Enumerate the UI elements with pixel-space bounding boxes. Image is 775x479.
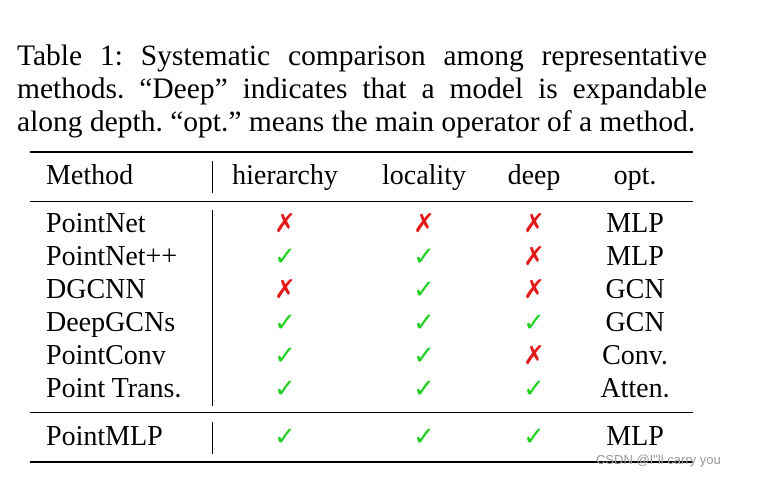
check-icon: ✓ xyxy=(274,242,296,272)
check-icon: ✓ xyxy=(523,374,545,404)
body-divider xyxy=(212,210,213,406)
cross-icon: ✗ xyxy=(523,275,545,305)
cross-icon: ✗ xyxy=(523,341,545,371)
column-header-locality: locality xyxy=(382,160,466,191)
header-divider xyxy=(212,161,213,193)
check-icon: ✓ xyxy=(274,374,296,404)
check-icon: ✓ xyxy=(274,422,296,452)
table-row-method: PointConv xyxy=(46,340,166,371)
table-row-operator: Atten. xyxy=(600,373,670,404)
check-icon: ✓ xyxy=(523,308,545,338)
check-icon: ✓ xyxy=(274,341,296,371)
cross-icon: ✗ xyxy=(413,209,435,239)
final-row-operator: MLP xyxy=(606,421,664,452)
table-row-method: DeepGCNs xyxy=(46,307,176,338)
cross-icon: ✗ xyxy=(523,209,545,239)
final-row-method: PointMLP xyxy=(46,421,163,452)
check-icon: ✓ xyxy=(523,422,545,452)
column-header-hierarchy: hierarchy xyxy=(232,160,338,191)
cross-icon: ✗ xyxy=(274,275,296,305)
check-icon: ✓ xyxy=(413,242,435,272)
table-row-operator: MLP xyxy=(606,208,664,239)
bottom-rule xyxy=(30,461,693,463)
mid-rule xyxy=(30,412,693,413)
cross-icon: ✗ xyxy=(523,242,545,272)
column-header-opt: opt. xyxy=(613,160,657,191)
cross-icon: ✗ xyxy=(274,209,296,239)
table-row-operator: MLP xyxy=(606,241,664,272)
final-row-divider xyxy=(212,422,213,454)
watermark: CSDN @I"ll carry you xyxy=(596,452,721,467)
check-icon: ✓ xyxy=(413,308,435,338)
table-row-method: PointNet++ xyxy=(46,241,178,272)
column-header-deep: deep xyxy=(507,160,561,191)
top-rule xyxy=(30,151,693,153)
table-row-operator: GCN xyxy=(605,274,665,305)
check-icon: ✓ xyxy=(413,275,435,305)
table-row-operator: Conv. xyxy=(602,340,668,371)
table-row-operator: GCN xyxy=(605,307,665,338)
check-icon: ✓ xyxy=(413,341,435,371)
table-caption: Table 1: Systematic comparison among rep… xyxy=(17,40,707,138)
check-icon: ✓ xyxy=(413,422,435,452)
table-row-method: Point Trans. xyxy=(46,373,182,404)
column-header-method: Method xyxy=(46,160,134,191)
table-row-method: PointNet xyxy=(46,208,146,239)
header-rule xyxy=(30,201,693,202)
table-row-method: DGCNN xyxy=(46,274,146,305)
check-icon: ✓ xyxy=(274,308,296,338)
check-icon: ✓ xyxy=(413,374,435,404)
